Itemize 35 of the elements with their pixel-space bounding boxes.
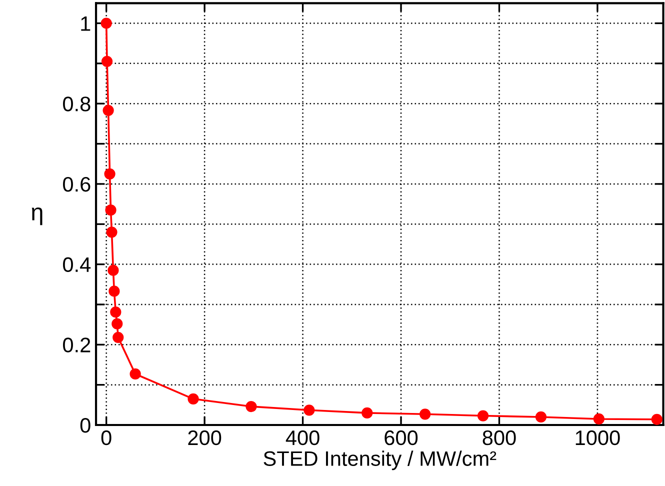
point (112, 318, 123, 330)
point (420, 408, 431, 420)
x-tick-label: 400 (286, 430, 320, 446)
point (104, 168, 116, 180)
x-tick-label: 200 (188, 430, 222, 446)
point (108, 286, 120, 297)
point (102, 104, 114, 116)
y-tick-label: 0.8 (63, 96, 90, 112)
x-axis-title: STED Intensity / MW/cm² (264, 450, 496, 470)
point (108, 264, 119, 276)
point (101, 56, 113, 67)
y-tick-label: 0.2 (63, 338, 90, 352)
point (105, 204, 116, 216)
point (110, 306, 122, 318)
point (362, 407, 373, 419)
y-tick-label: 0.6 (63, 176, 90, 192)
point (651, 414, 662, 425)
point (130, 368, 141, 380)
point (246, 400, 257, 412)
x-tick-label: 800 (482, 430, 516, 446)
x-tick-label: 0 (101, 430, 112, 446)
x-tick-label: 600 (384, 430, 418, 446)
point (188, 393, 199, 404)
point (100, 18, 112, 29)
y-tick-label: 1 (81, 16, 90, 31)
y-tick-label: 0 (80, 418, 90, 433)
point (477, 410, 489, 422)
x-tick-label: 1000 (576, 430, 620, 446)
point (112, 332, 124, 343)
y-tick-label: 0.4 (63, 257, 91, 272)
y-axis-title: η (32, 207, 42, 226)
point (304, 404, 315, 416)
point (106, 226, 118, 238)
point (535, 411, 547, 423)
point (593, 413, 604, 425)
